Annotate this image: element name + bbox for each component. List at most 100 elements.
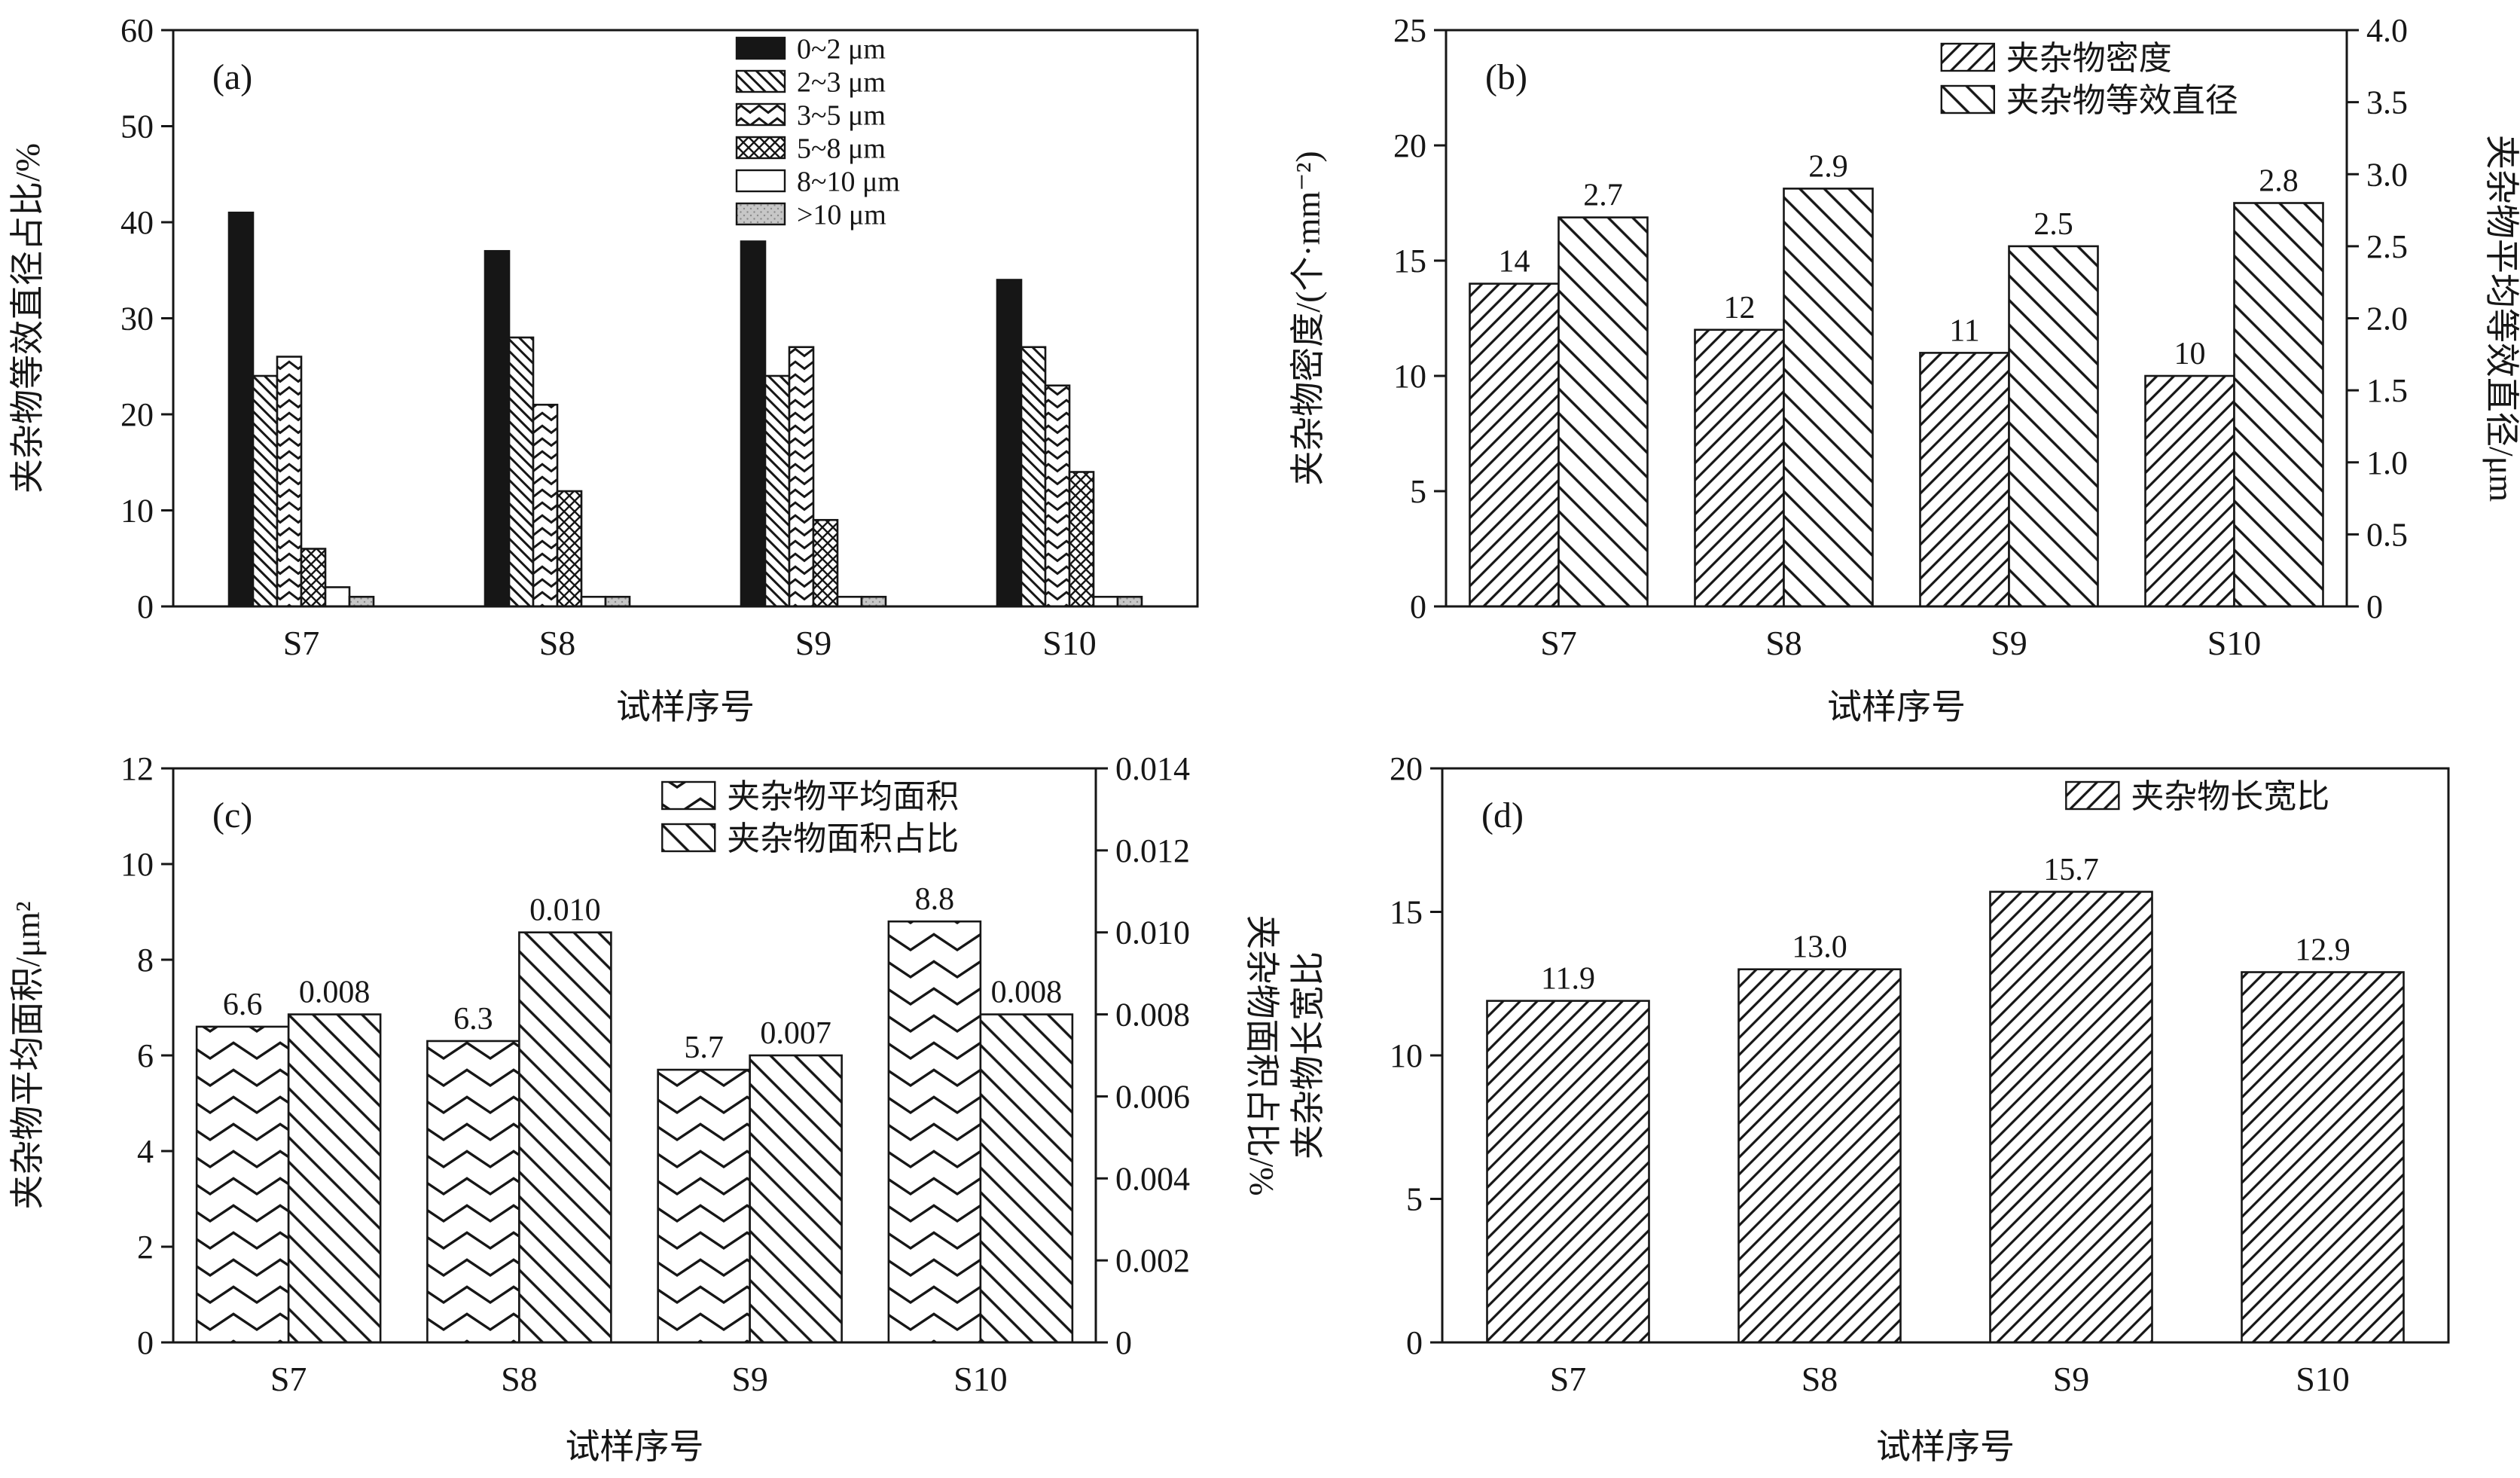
bar [1783,188,1874,608]
bar [195,1025,290,1344]
value-label: 14 [1499,245,1530,279]
value-label: 0.010 [529,893,601,928]
bar [996,279,1023,608]
bar [1044,384,1071,608]
x-tick-label: S9 [2053,1360,2090,1398]
x-tick-label: S8 [539,624,576,662]
y-tick-label: 50 [121,108,154,145]
x-tick-label: S10 [2296,1360,2350,1398]
y2-tick-label: 3.0 [2366,156,2408,193]
value-label: 12.9 [2295,933,2351,968]
y2-tick-label: 4.0 [2366,12,2408,49]
legend-label: 0~2 μm [797,34,886,66]
bar [1919,352,2010,608]
panel-letter: (c) [212,795,252,835]
y-tick-label: 0 [1410,588,1426,625]
bar [484,249,511,608]
x-tick-label: S7 [283,624,320,662]
bar [2233,202,2324,608]
bar [532,403,559,608]
legend-item: 3~5 μm [735,100,886,132]
x-axis-title: 试样序号 [616,688,755,726]
y-tick-label: 10 [121,493,154,530]
bar [1557,216,1649,608]
bar [1020,346,1047,608]
value-label: 6.6 [223,988,263,1022]
y2-tick-label: 2.0 [2366,301,2408,337]
x-tick-label: S8 [1802,1360,1838,1398]
bar [860,595,887,608]
chart-panel-a: 0 10 20 30 40 50 60 S7 S8 S9 S10 试样序号 夹杂物等效直径占比/% (a)… [0,0,1280,738]
bar [749,1054,843,1344]
value-label: 8.8 [915,882,955,917]
value-label: 0.008 [299,976,371,1010]
bar [2241,971,2405,1344]
y-axis-title: 夹杂物等效直径占比/% [8,143,47,493]
bar [2008,245,2099,608]
y2-tick-label: 0.014 [1115,750,1190,787]
y2-tick-label: 1.5 [2366,372,2408,409]
legend-item: 8~10 μm [735,166,900,198]
y-tick-label: 15 [1393,243,1426,279]
legend-label: 2~3 μm [797,67,886,99]
bar [1469,282,1560,608]
bar [604,595,631,608]
y-tick-label: 15 [1390,894,1423,931]
x-tick-label: S8 [501,1360,538,1398]
bar [812,518,839,608]
bar [348,595,375,608]
bar [2144,374,2235,608]
legend-item: 夹杂物长宽比 [2065,778,2329,815]
y-tick-label: 0 [1406,1324,1423,1361]
y2-tick-label: 0.5 [2366,516,2408,553]
value-label: 15.7 [2043,853,2099,887]
bar [740,240,767,608]
y2-tick-label: 0.004 [1115,1160,1190,1197]
y-axis-title: 夹杂物密度/(个·mm⁻²) [1289,151,1327,485]
chart-panel-c: 6.6 6.3 5.7 8.8 0.008 0.010 0.007 0.008 0 2 4 6 8 10 1… [0,738,1280,1478]
bar [764,374,791,608]
panel-letter: (d) [1481,795,1524,835]
value-label: 5.7 [684,1031,724,1065]
chart-svg: 11.9 13.0 15.7 12.9 0 5 10 15 20 S7 S8 S9 S10 试样序号 夹杂物… [1289,750,2450,1466]
x-tick-label: S9 [731,1360,768,1398]
legend-item: 2~3 μm [735,67,886,99]
bar [324,586,351,608]
legend-swatch [735,136,786,160]
legend-item: >10 μm [735,200,886,231]
y-tick-label: 25 [1393,12,1426,49]
y2-tick-label: 0 [2366,588,2383,625]
value-label: 11.9 [1541,962,1595,997]
legend-swatch [735,36,786,60]
value-label: 2.8 [2259,164,2299,199]
legend-label: 夹杂物平均面积 [727,778,959,815]
bar [1989,890,2153,1344]
bar [1092,595,1119,608]
y-tick-label: 10 [121,846,154,883]
y-tick-label: 30 [121,301,154,337]
bar [276,356,303,608]
value-label: 10 [2174,337,2206,371]
y-tick-label: 60 [121,12,154,49]
value-label: 0.008 [991,976,1063,1010]
chart-svg: 6.6 6.3 5.7 8.8 0.008 0.010 0.007 0.008 0 2 4 6 8 10 1… [8,750,1280,1466]
bar [1694,328,1785,608]
legend-item: 0~2 μm [735,34,886,66]
bar [657,1068,751,1344]
y-tick-label: 20 [1390,750,1423,787]
y-tick-label: 20 [1393,127,1426,164]
bar [1737,968,1902,1344]
panel-letter: (b) [1485,57,1527,97]
chart-svg: 14 12 11 10 2.7 2.9 2.5 2.8 0 5 10 15 20 25 0 0.5 1.0 1.5… [1289,12,2520,726]
y-tick-label: 6 [137,1037,154,1074]
legend-swatch [735,102,786,127]
x-tick-label: S7 [1540,624,1577,662]
y-tick-label: 8 [137,942,154,979]
legend-swatch [2065,780,2120,811]
legend-label: 8~10 μm [797,166,900,198]
x-tick-label: S8 [1765,624,1802,662]
legend-item: 夹杂物平均面积 [661,778,959,815]
bar [836,595,863,608]
bar [1116,595,1143,608]
